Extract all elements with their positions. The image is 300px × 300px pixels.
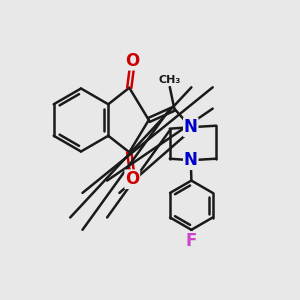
Text: N: N xyxy=(184,118,198,136)
Text: O: O xyxy=(125,52,140,70)
Text: N: N xyxy=(184,151,198,169)
Text: F: F xyxy=(186,232,197,250)
Text: O: O xyxy=(125,170,140,188)
Text: CH₃: CH₃ xyxy=(159,75,181,85)
